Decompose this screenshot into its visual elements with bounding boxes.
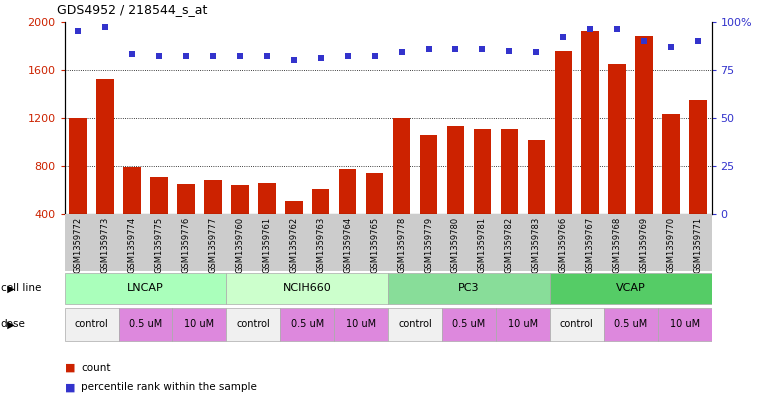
Bar bbox=[150, 177, 167, 263]
Bar bbox=[65, 273, 227, 304]
Text: control: control bbox=[560, 320, 594, 329]
Bar bbox=[69, 118, 87, 263]
Text: GSM1359762: GSM1359762 bbox=[289, 217, 298, 273]
Text: GSM1359779: GSM1359779 bbox=[424, 217, 433, 273]
Bar bbox=[662, 114, 680, 263]
Bar bbox=[442, 308, 496, 341]
Bar bbox=[550, 273, 712, 304]
Text: 10 uM: 10 uM bbox=[346, 320, 376, 329]
Text: 0.5 uM: 0.5 uM bbox=[291, 320, 324, 329]
Bar bbox=[609, 64, 626, 263]
Bar bbox=[501, 129, 518, 263]
Bar bbox=[177, 184, 195, 263]
Text: GSM1359780: GSM1359780 bbox=[451, 217, 460, 273]
Bar bbox=[285, 201, 303, 263]
Bar bbox=[420, 135, 438, 263]
Text: ▶: ▶ bbox=[1, 283, 14, 294]
Text: 10 uM: 10 uM bbox=[670, 320, 699, 329]
Bar bbox=[635, 36, 653, 263]
Bar bbox=[388, 308, 442, 341]
Text: GSM1359781: GSM1359781 bbox=[478, 217, 487, 273]
Text: 0.5 uM: 0.5 uM bbox=[452, 320, 486, 329]
Bar bbox=[339, 169, 356, 263]
Text: GSM1359776: GSM1359776 bbox=[181, 217, 190, 273]
Text: PC3: PC3 bbox=[458, 283, 479, 294]
Text: control: control bbox=[237, 320, 270, 329]
Text: control: control bbox=[75, 320, 109, 329]
Bar bbox=[496, 308, 550, 341]
Text: GSM1359772: GSM1359772 bbox=[74, 217, 83, 273]
Text: GSM1359765: GSM1359765 bbox=[370, 217, 379, 273]
Text: ■: ■ bbox=[65, 382, 75, 392]
Text: GSM1359769: GSM1359769 bbox=[640, 217, 648, 273]
Text: GSM1359771: GSM1359771 bbox=[693, 217, 702, 273]
Text: 10 uM: 10 uM bbox=[508, 320, 538, 329]
Text: ■: ■ bbox=[65, 363, 75, 373]
Bar bbox=[658, 308, 712, 341]
Text: GSM1359768: GSM1359768 bbox=[613, 217, 622, 273]
Bar bbox=[689, 100, 707, 263]
Text: GSM1359770: GSM1359770 bbox=[667, 217, 676, 273]
Bar bbox=[447, 126, 464, 263]
Text: GSM1359778: GSM1359778 bbox=[397, 217, 406, 273]
Bar bbox=[123, 167, 141, 263]
Text: GSM1359774: GSM1359774 bbox=[128, 217, 136, 273]
Text: GSM1359764: GSM1359764 bbox=[343, 217, 352, 273]
Bar bbox=[119, 308, 173, 341]
Text: control: control bbox=[398, 320, 432, 329]
Text: GSM1359766: GSM1359766 bbox=[559, 217, 568, 273]
Bar bbox=[97, 79, 114, 263]
Bar bbox=[388, 273, 550, 304]
Bar bbox=[312, 189, 330, 263]
Text: 10 uM: 10 uM bbox=[184, 320, 215, 329]
Text: GDS4952 / 218544_s_at: GDS4952 / 218544_s_at bbox=[57, 3, 208, 16]
Text: LNCAP: LNCAP bbox=[127, 283, 164, 294]
Text: GSM1359782: GSM1359782 bbox=[505, 217, 514, 273]
Bar bbox=[393, 118, 410, 263]
Text: GSM1359763: GSM1359763 bbox=[317, 217, 325, 273]
Bar bbox=[366, 173, 384, 263]
Text: count: count bbox=[81, 363, 111, 373]
Text: cell line: cell line bbox=[1, 283, 41, 294]
Bar bbox=[527, 140, 545, 263]
Text: GSM1359777: GSM1359777 bbox=[209, 217, 218, 273]
Text: percentile rank within the sample: percentile rank within the sample bbox=[81, 382, 257, 392]
Text: VCAP: VCAP bbox=[616, 283, 645, 294]
Bar bbox=[258, 183, 275, 263]
Bar bbox=[227, 273, 388, 304]
Bar bbox=[227, 308, 280, 341]
Bar bbox=[473, 129, 491, 263]
Bar bbox=[550, 308, 603, 341]
Text: 0.5 uM: 0.5 uM bbox=[614, 320, 648, 329]
Text: NCIH660: NCIH660 bbox=[283, 283, 332, 294]
Text: GSM1359783: GSM1359783 bbox=[532, 217, 541, 273]
Text: GSM1359761: GSM1359761 bbox=[263, 217, 272, 273]
Bar bbox=[280, 308, 334, 341]
Bar bbox=[581, 31, 599, 263]
Bar bbox=[173, 308, 227, 341]
Bar bbox=[65, 308, 119, 341]
Text: dose: dose bbox=[1, 320, 26, 329]
Text: GSM1359767: GSM1359767 bbox=[586, 217, 595, 273]
Bar bbox=[204, 180, 221, 263]
Bar bbox=[555, 50, 572, 263]
Bar bbox=[231, 185, 249, 263]
Text: 0.5 uM: 0.5 uM bbox=[129, 320, 162, 329]
Bar bbox=[603, 308, 658, 341]
Bar bbox=[334, 308, 388, 341]
Text: GSM1359775: GSM1359775 bbox=[154, 217, 164, 273]
Text: ▶: ▶ bbox=[1, 320, 14, 329]
Text: GSM1359773: GSM1359773 bbox=[100, 217, 110, 273]
Text: GSM1359760: GSM1359760 bbox=[235, 217, 244, 273]
